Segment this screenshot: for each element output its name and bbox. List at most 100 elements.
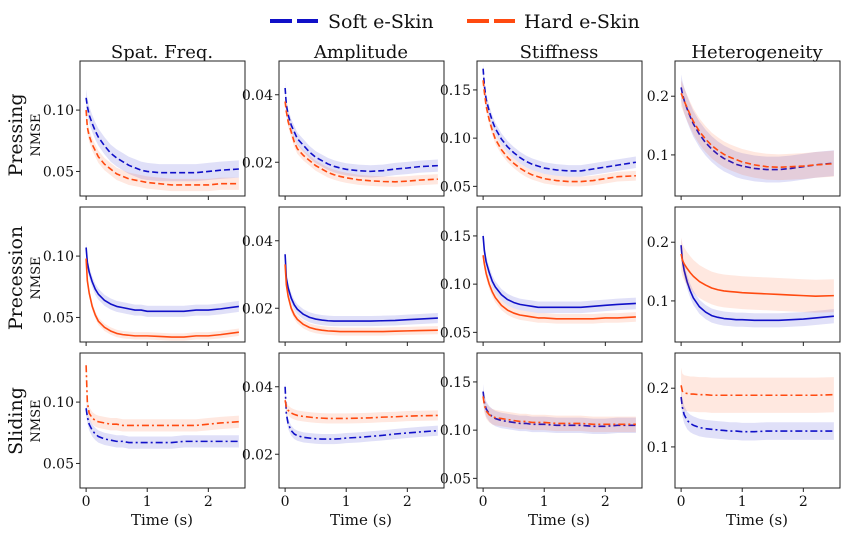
- panel-pressing-stiffness-frame: [476, 60, 643, 197]
- col-title-stiffness: Stiffness: [520, 42, 599, 63]
- panel-sliding-amplitude-frame: [278, 352, 445, 489]
- panel-precession-stiffness-frame: [476, 206, 643, 343]
- panel-precession-heterogeneity-line-soft-e-skin: [680, 245, 834, 322]
- panel-sliding-stiffness-ytick-label: 0.10: [440, 423, 471, 439]
- row-ylabel-sliding: NMSE: [29, 399, 44, 442]
- panel-pressing-heterogeneity-frame: [674, 60, 841, 197]
- panel-pressing-spat-freq-line-soft-e-skin: [85, 97, 239, 174]
- panel-sliding-stiffness-xtick-label: 1: [540, 494, 549, 510]
- panel-sliding-stiffness: 0.05 0.10 0.15 0 1 2: [440, 352, 643, 510]
- panel-sliding-spat-freq-band-soft-e-skin: [86, 402, 239, 449]
- panel-precession-heterogeneity-ytick-label: 0.2: [647, 235, 669, 251]
- panel-precession-heterogeneity-line-hard-e-skin: [680, 253, 834, 298]
- panel-sliding-spat-freq-band-hard-e-skin: [86, 359, 239, 432]
- panel-sliding-spat-freq-xtick-label: 1: [143, 494, 152, 510]
- panel-sliding-heterogeneity-ytick-label: 0.1: [647, 440, 669, 456]
- xlabel-col-1: Time (s): [330, 511, 392, 529]
- panel-pressing-heterogeneity-ytick-label: 0.1: [647, 148, 669, 164]
- panel-precession-spat-freq: 0.05 0.10: [43, 206, 246, 346]
- panel-pressing-spat-freq-ytick-label: 0.10: [43, 103, 74, 119]
- panel-sliding-stiffness-xtick-label: 2: [601, 494, 610, 510]
- panel-sliding-amplitude-band-soft-e-skin: [285, 381, 438, 445]
- panel-precession-stiffness-band-soft-e-skin: [483, 230, 636, 314]
- legend-hard-label: Hard e-Skin: [524, 11, 640, 33]
- panel-pressing-amplitude: 0.02 0.04: [242, 60, 445, 200]
- row-ylabel-pressing: NMSE: [29, 113, 44, 156]
- panel-sliding-amplitude-line-hard-e-skin: [284, 400, 438, 420]
- panel-precession-amplitude: 0.02 0.04: [242, 206, 445, 346]
- col-title-heterogeneity: Heterogeneity: [691, 42, 823, 63]
- panel-sliding-spat-freq-frame: [79, 352, 246, 489]
- panel-sliding-stiffness-ytick-label: 0.05: [440, 471, 471, 487]
- panel-pressing-spat-freq-ytick-label: 0.05: [43, 164, 74, 180]
- panel-precession-amplitude-line-hard-e-skin: [284, 264, 438, 333]
- panel-pressing-spat-freq-band-hard-e-skin: [86, 103, 239, 192]
- panel-pressing-spat-freq-line-hard-e-skin: [85, 110, 239, 186]
- panel-pressing-amplitude-ytick-label: 0.04: [242, 88, 273, 104]
- panel-precession-amplitude-band-soft-e-skin: [285, 249, 438, 327]
- row-label-sliding: Sliding: [5, 387, 27, 455]
- panel-precession-spat-freq-ytick-label: 0.05: [43, 310, 74, 326]
- panel-sliding-heterogeneity-ytick-label: 0.2: [647, 381, 669, 397]
- legend-soft-label: Soft e-Skin: [328, 11, 434, 33]
- panel-pressing-spat-freq-frame: [79, 60, 246, 197]
- panel-pressing-spat-freq: 0.05 0.10: [43, 60, 246, 200]
- panel-pressing-stiffness: 0.05 0.10 0.15: [440, 60, 643, 200]
- panel-sliding-stiffness-ytick-label: 0.15: [440, 375, 471, 391]
- panel-precession-spat-freq-band-hard-e-skin: [86, 254, 239, 341]
- panel-sliding-heterogeneity: 0.1 0.2 0 1 2: [647, 352, 841, 510]
- panel-sliding-spat-freq-ytick-label: 0.05: [43, 456, 74, 472]
- panel-sliding-amplitude-xtick-label: 0: [281, 494, 290, 510]
- panel-precession-stiffness-line-soft-e-skin: [482, 235, 636, 309]
- panel-precession-heterogeneity-ytick-label: 0.1: [647, 294, 669, 310]
- panel-pressing-stiffness-ytick-label: 0.15: [440, 83, 471, 99]
- panel-sliding-stiffness-line-hard-e-skin: [482, 396, 636, 426]
- panel-pressing-spat-freq-band-soft-e-skin: [86, 89, 239, 182]
- panel-sliding-spat-freq: 0.05 0.10 0 1 2: [43, 352, 246, 510]
- panel-sliding-stiffness-band-soft-e-skin: [483, 383, 636, 434]
- panel-precession-stiffness: 0.05 0.10 0.15: [440, 206, 643, 346]
- col-title-spat-freq: Spat. Freq.: [111, 42, 213, 63]
- panel-precession-spat-freq-ytick-label: 0.10: [43, 249, 74, 265]
- panel-sliding-stiffness-frame: [476, 352, 643, 489]
- panel-sliding-heterogeneity-frame: [674, 352, 841, 489]
- panel-pressing-amplitude-band-hard-e-skin: [285, 96, 438, 187]
- legend: Soft e-Skin Hard e-Skin: [270, 11, 640, 33]
- panel-sliding-heterogeneity-line-hard-e-skin: [680, 385, 834, 397]
- panel-pressing-heterogeneity-band-hard-e-skin: [681, 80, 834, 181]
- panel-sliding-spat-freq-xtick-label: 0: [82, 494, 91, 510]
- panel-precession-spat-freq-frame: [79, 206, 246, 343]
- col-title-amplitude: Amplitude: [313, 42, 408, 63]
- xlabel-col-0: Time (s): [131, 511, 193, 529]
- panel-precession-stiffness-band-hard-e-skin: [483, 250, 636, 324]
- xlabel-col-2: Time (s): [528, 511, 590, 529]
- panel-sliding-spat-freq-ytick-label: 0.10: [43, 395, 74, 411]
- panel-pressing-amplitude-ytick-label: 0.02: [242, 155, 273, 171]
- panel-sliding-spat-freq-line-hard-e-skin: [85, 365, 239, 427]
- panel-precession-stiffness-ytick-label: 0.05: [440, 325, 471, 341]
- panel-sliding-amplitude-line-soft-e-skin: [284, 386, 438, 440]
- panel-precession-amplitude-ytick-label: 0.02: [242, 301, 273, 317]
- panel-pressing-amplitude-line-soft-e-skin: [284, 87, 438, 173]
- row-labels: Pressing NMSE Precession NMSE Sliding NM…: [5, 93, 44, 454]
- panel-sliding-heterogeneity-xtick-label: 1: [738, 494, 747, 510]
- panel-sliding-amplitude-xtick-label: 1: [342, 494, 351, 510]
- panel-sliding-spat-freq-line-soft-e-skin: [85, 408, 239, 444]
- panel-precession-heterogeneity-band-hard-e-skin: [681, 237, 834, 313]
- row-label-precession: Precession: [5, 226, 27, 330]
- panel-precession-amplitude-band-hard-e-skin: [285, 260, 438, 336]
- panel-precession-stiffness-line-hard-e-skin: [482, 255, 636, 320]
- panel-sliding-amplitude-xtick-label: 2: [403, 494, 412, 510]
- panel-pressing-stiffness-line-soft-e-skin: [482, 68, 637, 172]
- panel-sliding-amplitude: 0.02 0.04 0 1 2: [242, 352, 445, 510]
- panel-sliding-amplitude-band-hard-e-skin: [285, 395, 438, 424]
- panel-precession-spat-freq-line-hard-e-skin: [85, 258, 239, 338]
- panel-sliding-heterogeneity-xtick-label: 0: [677, 494, 686, 510]
- panel-pressing-stiffness-ytick-label: 0.05: [440, 179, 471, 195]
- panel-precession-heterogeneity-frame: [674, 206, 841, 343]
- panel-precession-amplitude-frame: [278, 206, 445, 343]
- panel-sliding-stiffness-band-hard-e-skin: [483, 388, 636, 433]
- panel-pressing-heterogeneity-ytick-label: 0.2: [647, 89, 669, 105]
- panel-precession-heterogeneity: 0.1 0.2: [647, 206, 841, 346]
- xlabel-col-3: Time (s): [726, 511, 788, 529]
